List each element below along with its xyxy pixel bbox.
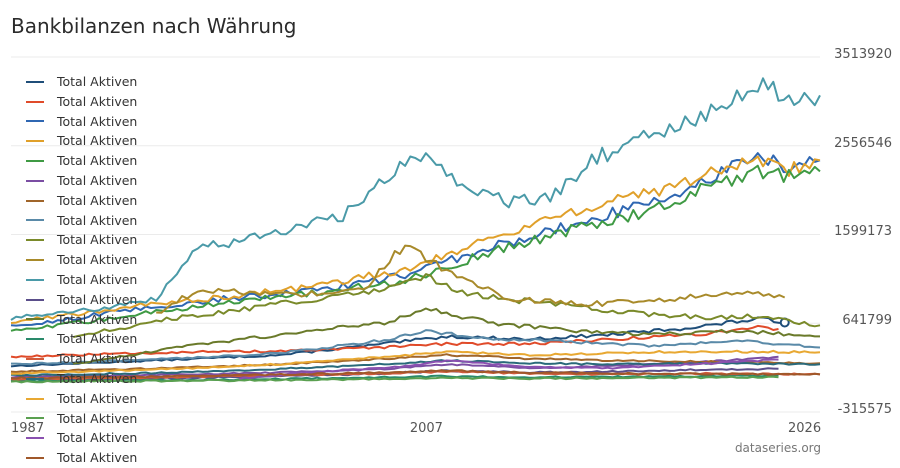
legend-label: Total Aktiven [57,93,138,109]
legend-label: Total Aktiven [57,153,138,169]
y-tick-label: 2556546 [834,135,892,151]
legend-swatch [26,179,44,182]
source-credit: dataseries.org [734,441,821,455]
series-line [11,329,821,366]
legend-item[interactable]: Total Aktiven [26,112,137,132]
legend-item[interactable]: Total Aktiven [26,191,137,211]
legend-label: Total Aktiven [57,133,138,149]
series-line [10,77,821,321]
legend-item[interactable]: Total Aktiven [26,270,137,290]
legend-label: Total Aktiven [57,271,138,287]
series-line [156,244,786,314]
legend-swatch [26,338,44,341]
legend-swatch [26,457,44,460]
legend-label: Total Aktiven [57,232,138,248]
legend-item[interactable]: Total Aktiven [26,211,137,231]
series-line [10,349,821,375]
legend-swatch [26,278,44,281]
x-tick-label: 2026 [788,421,822,436]
legend-swatch [26,239,44,242]
chart-title: Bankbilanzen nach Währung [11,14,297,38]
legend-swatch [26,219,44,222]
series-line [10,155,821,324]
legend-label: Total Aktiven [57,450,138,466]
series-line [10,374,779,383]
series-line [238,358,779,380]
legend-item[interactable]: Total Aktiven [26,171,137,191]
legend-label: Total Aktiven [57,212,138,228]
legend-swatch [26,80,44,83]
legend-swatch [26,298,44,301]
legend-swatch [26,120,44,123]
legend-swatch [26,377,44,380]
legend-item[interactable]: Total Aktiven [26,230,137,250]
y-tick-label: 1599173 [834,224,892,240]
legend-label: Total Aktiven [57,331,138,347]
y-tick-label: -315575 [837,402,892,417]
legend-label: Total Aktiven [57,252,138,268]
series-line [10,375,779,384]
legend-swatch [26,100,44,103]
legend-item[interactable]: Total Aktiven [26,409,137,429]
legend-item[interactable]: Total Aktiven [26,329,137,349]
y-tick-label: 641799 [842,313,892,329]
legend-item[interactable]: Total Aktiven [26,92,137,112]
legend: Total Aktiven Total Aktiven Total Aktiven T… [26,72,137,468]
legend-swatch [26,160,44,163]
y-tick-label: 3513920 [834,47,892,62]
legend-label: Total Aktiven [57,192,138,208]
legend-label: Total Aktiven [57,430,138,446]
series-line [10,316,785,368]
legend-swatch [26,199,44,202]
series-line [10,369,821,380]
legend-item[interactable]: Total Aktiven [26,349,137,369]
legend-item[interactable]: Total Aktiven [26,310,137,330]
series-line [73,307,820,365]
legend-item[interactable]: Total Aktiven [26,131,137,151]
legend-item[interactable]: Total Aktiven [26,250,137,270]
legend-item[interactable]: Total Aktiven [26,369,137,389]
series-lines [10,77,821,384]
legend-item[interactable]: Total Aktiven [26,72,137,92]
legend-swatch [26,437,44,440]
legend-item[interactable]: Total Aktiven [26,448,137,468]
legend-swatch [26,417,44,420]
legend-item[interactable]: Total Aktiven [26,151,137,171]
legend-label: Total Aktiven [57,311,138,327]
legend-label: Total Aktiven [57,113,138,129]
legend-item[interactable]: Total Aktiven [26,290,137,310]
legend-swatch [26,318,44,321]
x-tick-label: 2007 [409,421,443,436]
legend-label: Total Aktiven [57,74,138,89]
legend-swatch [26,259,44,262]
x-tick-label: 1987 [11,421,45,436]
legend-swatch [26,397,44,400]
legend-label: Total Aktiven [57,291,138,307]
legend-label: Total Aktiven [57,370,138,386]
legend-item[interactable]: Total Aktiven [26,389,137,409]
legend-label: Total Aktiven [57,390,138,406]
legend-label: Total Aktiven [57,410,138,426]
legend-item[interactable]: Total Aktiven [26,428,137,448]
legend-label: Total Aktiven [57,172,138,188]
legend-swatch [26,358,44,361]
legend-label: Total Aktiven [57,351,138,367]
legend-swatch [26,140,44,143]
series-line [10,164,821,332]
series-line [72,273,821,339]
